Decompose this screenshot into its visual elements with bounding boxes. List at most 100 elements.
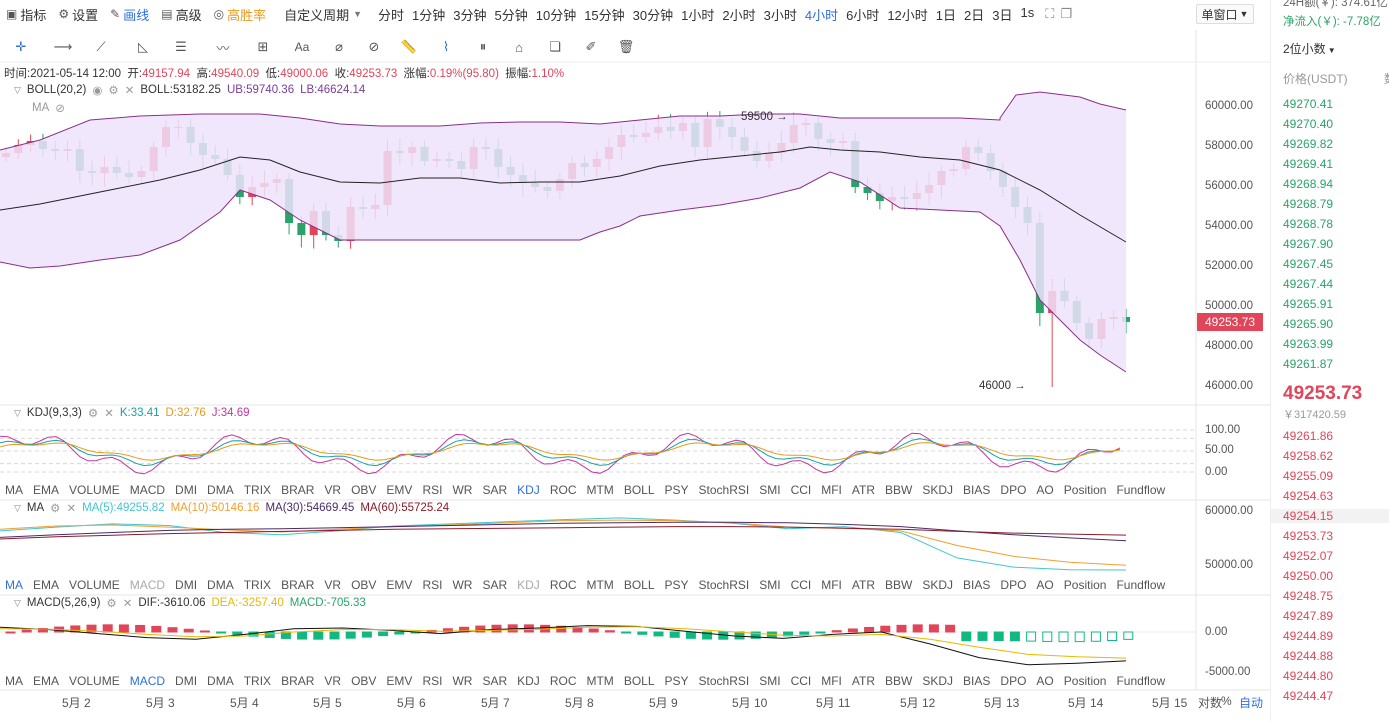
edit-icon[interactable]: ✐ bbox=[585, 39, 597, 54]
parallel-lines-icon[interactable]: ☰ bbox=[175, 39, 187, 54]
asks-price[interactable]: 49252.07 bbox=[1283, 549, 1334, 563]
asks-price[interactable]: 49244.80 bbox=[1283, 669, 1334, 683]
tabs2-tab-ao[interactable]: AO bbox=[1036, 578, 1054, 592]
tabs2-tab-roc[interactable]: ROC bbox=[549, 578, 577, 592]
bids-price[interactable]: 49267.45 bbox=[1283, 257, 1334, 271]
tabs2-tab-bbw[interactable]: BBW bbox=[885, 578, 913, 592]
tabs3-tab-boll[interactable]: BOLL bbox=[623, 674, 655, 688]
period-10[interactable]: 4小时 bbox=[804, 7, 839, 23]
tabs3-tab-ma[interactable]: MA bbox=[5, 674, 23, 688]
tabs2-tab-sar[interactable]: SAR bbox=[482, 578, 508, 592]
tabs2-tab-brar[interactable]: BRAR bbox=[281, 578, 315, 592]
tabs1-tab-obv[interactable]: OBV bbox=[351, 483, 377, 497]
gear-icon[interactable]: ⚙ bbox=[87, 408, 99, 420]
tabs2-tab-stochrsi[interactable]: StochRSI bbox=[698, 578, 750, 592]
period-12[interactable]: 12小时 bbox=[887, 7, 928, 23]
tabs3-tab-roc[interactable]: ROC bbox=[549, 674, 577, 688]
bids-price[interactable]: 49265.90 bbox=[1283, 317, 1334, 331]
period-7[interactable]: 1小时 bbox=[681, 7, 715, 23]
chart-canvas[interactable]: 59500 → 46000 → bbox=[0, 0, 1270, 721]
tabs3-tab-kdj[interactable]: KDJ bbox=[517, 674, 540, 688]
tabs1-tab-stochrsi[interactable]: StochRSI bbox=[698, 483, 750, 497]
tabs2-tab-rsi[interactable]: RSI bbox=[422, 578, 443, 592]
tabs1-tab-ao[interactable]: AO bbox=[1036, 483, 1054, 497]
tabs3-tab-wr[interactable]: WR bbox=[452, 674, 473, 688]
tabs1-tab-brar[interactable]: BRAR bbox=[281, 483, 315, 497]
tabs2-tab-trix[interactable]: TRIX bbox=[243, 578, 272, 592]
tabs1-tab-bbw[interactable]: BBW bbox=[885, 483, 913, 497]
tabs3-tab-rsi[interactable]: RSI bbox=[422, 674, 443, 688]
collapse-icon[interactable]: ▽ bbox=[14, 502, 21, 513]
period-5[interactable]: 15分钟 bbox=[584, 7, 625, 23]
tabs1-tab-boll[interactable]: BOLL bbox=[623, 483, 655, 497]
tabs3-tab-position[interactable]: Position bbox=[1063, 674, 1107, 688]
percent-scale-toggle[interactable]: % bbox=[1221, 694, 1232, 708]
period-11[interactable]: 6小时 bbox=[846, 7, 880, 23]
tabs1-tab-vr[interactable]: VR bbox=[324, 483, 342, 497]
tabs2-tab-obv[interactable]: OBV bbox=[351, 578, 377, 592]
brush-icon[interactable]: ⌀ bbox=[335, 39, 343, 54]
period-15[interactable]: 3日 bbox=[992, 7, 1013, 23]
tabs2-tab-atr[interactable]: ATR bbox=[851, 578, 876, 592]
tabs1-tab-emv[interactable]: EMV bbox=[386, 483, 413, 497]
tabs1-tab-dmi[interactable]: DMI bbox=[175, 483, 198, 497]
tabs3-tab-sar[interactable]: SAR bbox=[482, 674, 508, 688]
bids-price[interactable]: 49269.82 bbox=[1283, 137, 1334, 151]
close-icon[interactable]: ✕ bbox=[104, 408, 114, 420]
tabs1-tab-position[interactable]: Position bbox=[1063, 483, 1107, 497]
wave-icon[interactable]: 〰 bbox=[216, 40, 230, 56]
period-2[interactable]: 3分钟 bbox=[453, 7, 487, 23]
tabs1-tab-wr[interactable]: WR bbox=[452, 483, 473, 497]
tabs2-tab-smi[interactable]: SMI bbox=[759, 578, 781, 592]
tabs3-tab-psy[interactable]: PSY bbox=[664, 674, 689, 688]
auto-scale-toggle[interactable]: 自动 bbox=[1239, 694, 1263, 711]
tabs1-tab-sar[interactable]: SAR bbox=[482, 483, 508, 497]
settings-button[interactable]: ⚙ 设置 bbox=[52, 0, 104, 28]
tabs1-tab-bias[interactable]: BIAS bbox=[963, 483, 991, 497]
asks-price[interactable]: 49244.89 bbox=[1283, 629, 1334, 643]
tabs2-tab-ema[interactable]: EMA bbox=[33, 578, 60, 592]
tabs1-tab-mfi[interactable]: MFI bbox=[821, 483, 842, 497]
tabs3-tab-smi[interactable]: SMI bbox=[759, 674, 781, 688]
tabs3-tab-trix[interactable]: TRIX bbox=[243, 674, 272, 688]
asks-price[interactable]: 49261.86 bbox=[1283, 429, 1334, 443]
period-1[interactable]: 1分钟 bbox=[412, 7, 446, 23]
tabs2-tab-wr[interactable]: WR bbox=[452, 578, 473, 592]
bids-price[interactable]: 49261.87 bbox=[1283, 357, 1334, 371]
tabs3-tab-volume[interactable]: VOLUME bbox=[69, 674, 120, 688]
tabs2-tab-boll[interactable]: BOLL bbox=[623, 578, 655, 592]
eye-icon[interactable]: ◉ bbox=[92, 85, 103, 97]
tabs1-tab-psy[interactable]: PSY bbox=[664, 483, 689, 497]
tabs2-tab-dma[interactable]: DMA bbox=[207, 578, 234, 592]
advanced-button[interactable]: ▤ 高级 bbox=[155, 0, 207, 28]
period-16[interactable]: 1s bbox=[1020, 4, 1035, 20]
tabs2-tab-volume[interactable]: VOLUME bbox=[69, 578, 120, 592]
tabs1-tab-mtm[interactable]: MTM bbox=[586, 483, 614, 497]
tabs1-tab-ma[interactable]: MA bbox=[5, 483, 23, 497]
tabs3-tab-cci[interactable]: CCI bbox=[790, 674, 812, 688]
trend-line-icon[interactable]: ⟋ bbox=[96, 39, 106, 54]
tabs3-tab-skdj[interactable]: SKDJ bbox=[922, 674, 954, 688]
tabs1-tab-volume[interactable]: VOLUME bbox=[69, 483, 120, 497]
ruler-icon[interactable]: 📏 bbox=[400, 39, 418, 54]
tabs3-tab-atr[interactable]: ATR bbox=[851, 674, 876, 688]
tabs1-tab-macd[interactable]: MACD bbox=[129, 483, 166, 497]
tabs1-tab-rsi[interactable]: RSI bbox=[422, 483, 443, 497]
trash-icon[interactable]: 🗑 bbox=[617, 39, 635, 54]
tabs2-tab-emv[interactable]: EMV bbox=[386, 578, 413, 592]
copy-icon[interactable]: ❏ bbox=[549, 39, 561, 54]
window-icon[interactable]: ❐ bbox=[1060, 6, 1072, 21]
bids-price[interactable]: 49270.41 bbox=[1283, 97, 1334, 111]
hidden-eye-icon[interactable]: ⊘ bbox=[55, 103, 65, 115]
tabs3-tab-mfi[interactable]: MFI bbox=[821, 674, 842, 688]
asks-price[interactable]: 49255.09 bbox=[1283, 469, 1334, 483]
tabs3-tab-bbw[interactable]: BBW bbox=[885, 674, 913, 688]
custom-period-dropdown[interactable]: 自定义周期 ▼ bbox=[278, 0, 368, 28]
rectangle-icon[interactable]: ⊞ bbox=[257, 39, 269, 54]
tabs1-tab-atr[interactable]: ATR bbox=[851, 483, 876, 497]
draw-button[interactable]: ✎ 画线 bbox=[104, 0, 155, 28]
bids-price[interactable]: 49267.90 bbox=[1283, 237, 1334, 251]
tabs3-tab-dmi[interactable]: DMI bbox=[175, 674, 198, 688]
gear-icon[interactable]: ⚙ bbox=[50, 503, 61, 515]
candle-toggle-icon[interactable]: ⏸ bbox=[479, 39, 487, 54]
